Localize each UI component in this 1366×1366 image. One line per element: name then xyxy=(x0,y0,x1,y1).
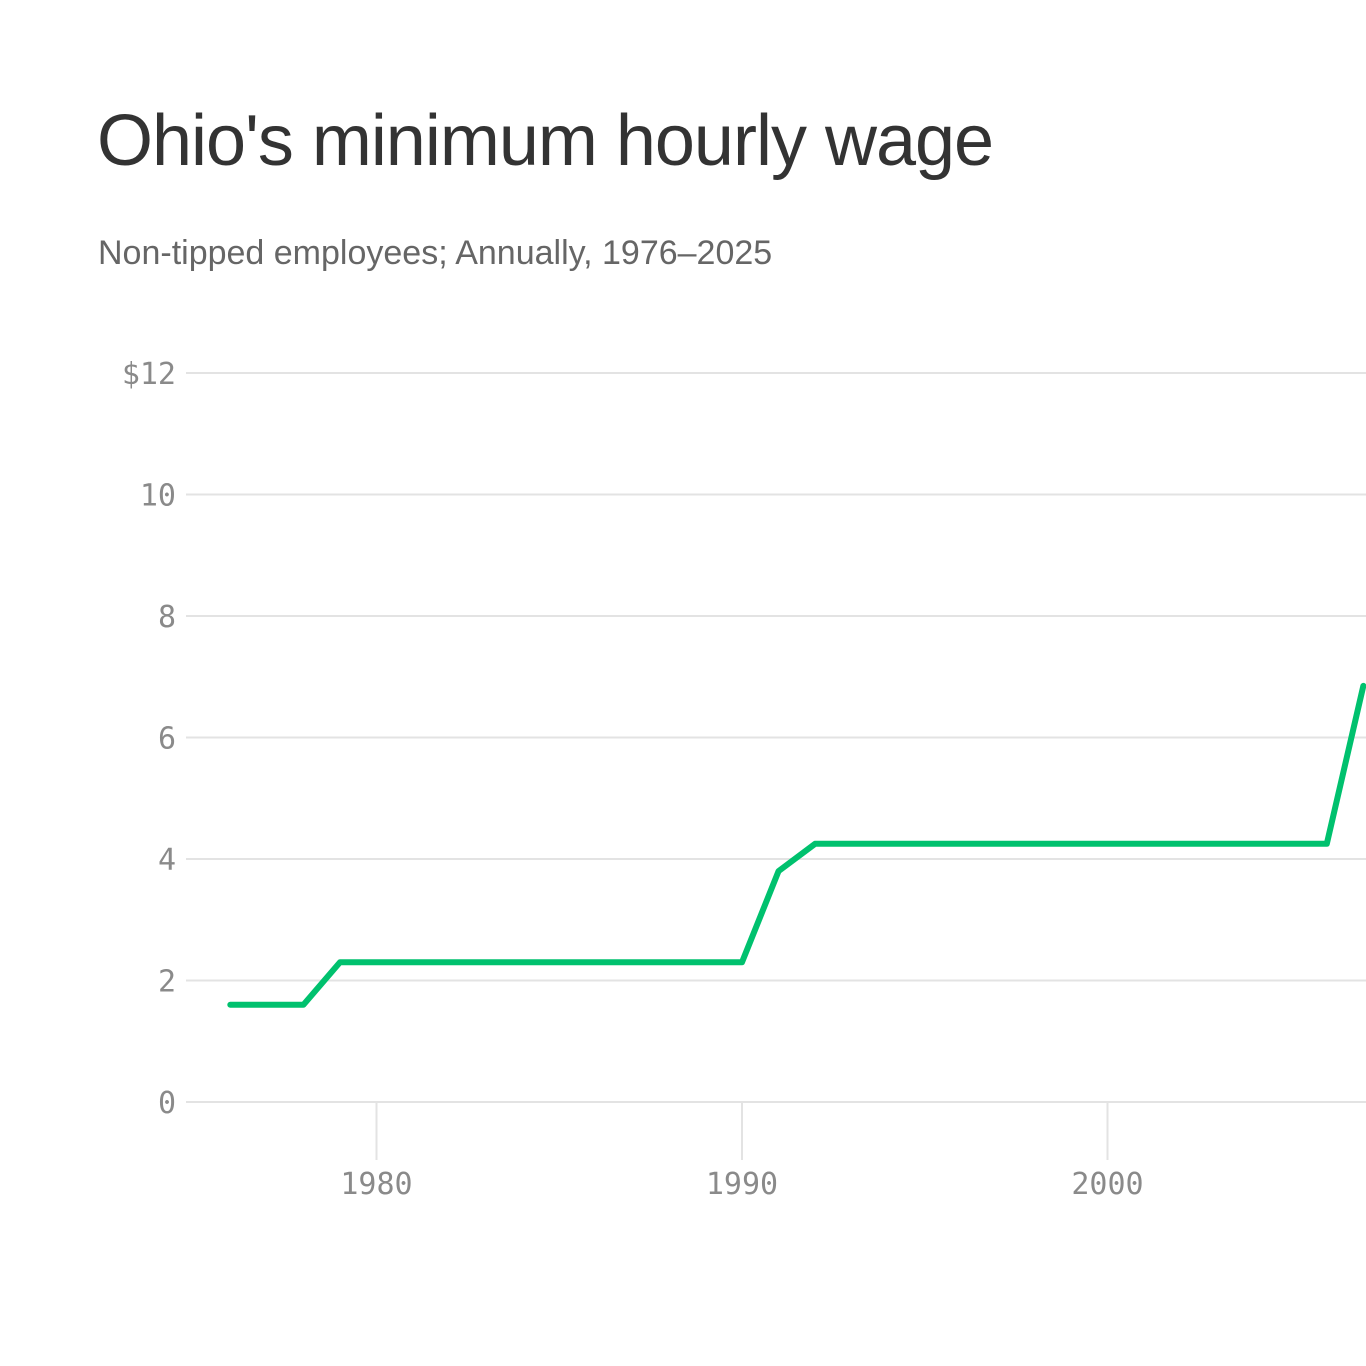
y-axis-ticks: 0 2 4 6 8 10 $12 xyxy=(122,357,176,1121)
chart-subtitle: Non-tipped employees; Annually, 1976–202… xyxy=(98,234,773,272)
y-tick-label: 4 xyxy=(158,843,176,878)
series-line xyxy=(227,682,1366,1008)
y-tick-label: 6 xyxy=(158,722,176,757)
y-tick-label: 8 xyxy=(158,600,176,635)
x-tick-label: 2000 xyxy=(1071,1167,1143,1202)
y-tick-label: 10 xyxy=(140,479,176,514)
y-tick-label: 0 xyxy=(158,1086,176,1121)
grid-layer xyxy=(186,372,1366,1103)
x-axis-ticks: 1980 1990 2000 xyxy=(340,1102,1144,1202)
series-layer xyxy=(227,682,1366,1008)
y-tick-label: 2 xyxy=(158,965,176,1000)
chart-title: Ohio's minimum hourly wage xyxy=(97,101,994,181)
x-tick-label: 1980 xyxy=(340,1167,412,1202)
y-tick-label: $12 xyxy=(122,357,176,392)
x-tick-label: 1990 xyxy=(706,1167,778,1202)
